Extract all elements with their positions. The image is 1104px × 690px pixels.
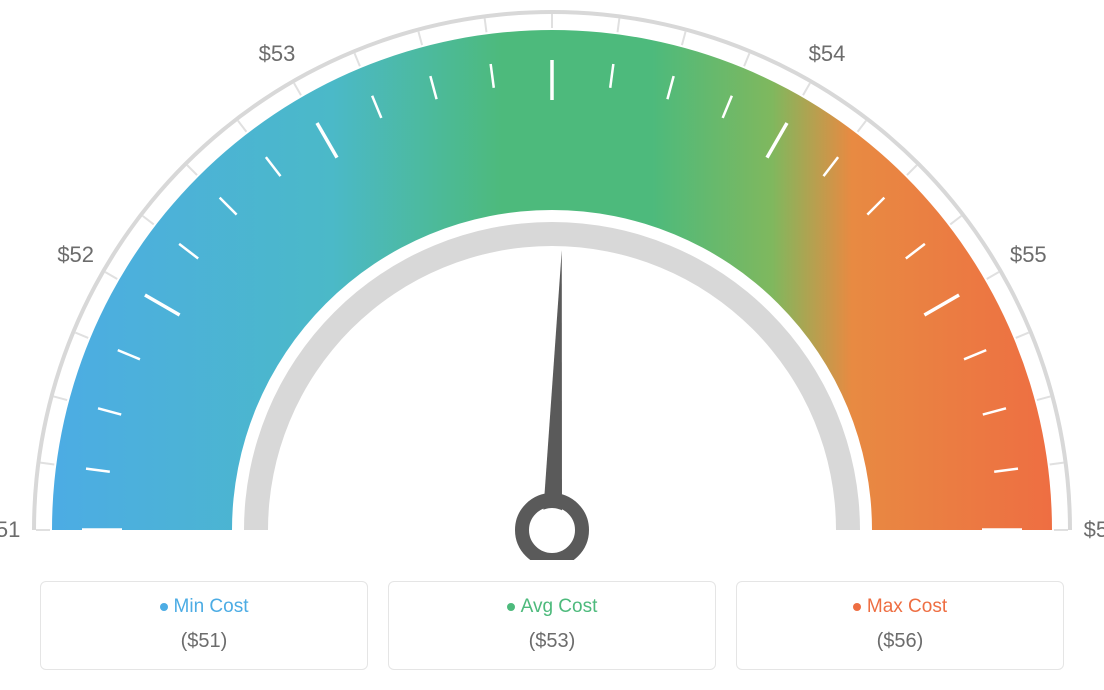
legend-avg-value: ($53) bbox=[399, 630, 705, 653]
legend-max-text: Max Cost bbox=[867, 596, 947, 618]
legend-min-value: ($51) bbox=[51, 630, 357, 653]
gauge-chart: $51$52$53$53$54$55$56 bbox=[0, 0, 1104, 560]
legend-avg-text: Avg Cost bbox=[521, 596, 598, 618]
legend-min: Min Cost ($51) bbox=[40, 581, 368, 670]
legend-max: Max Cost ($56) bbox=[736, 581, 1064, 670]
legend-avg-label: Avg Cost bbox=[399, 596, 705, 618]
gauge-tick-label: $52 bbox=[57, 242, 94, 268]
legend-min-text: Min Cost bbox=[174, 596, 249, 618]
legend-row: Min Cost ($51) Avg Cost ($53) Max Cost (… bbox=[40, 581, 1064, 670]
gauge-tick-label: $51 bbox=[0, 517, 20, 543]
dot-icon bbox=[853, 603, 861, 611]
gauge-tick-label: $56 bbox=[1084, 517, 1104, 543]
legend-max-label: Max Cost bbox=[747, 596, 1053, 618]
dot-icon bbox=[160, 603, 168, 611]
legend-max-value: ($56) bbox=[747, 630, 1053, 653]
legend-min-label: Min Cost bbox=[51, 596, 357, 618]
gauge-tick-label: $55 bbox=[1010, 242, 1047, 268]
dot-icon bbox=[507, 603, 515, 611]
gauge-svg bbox=[0, 0, 1104, 560]
gauge-tick-label: $53 bbox=[259, 41, 296, 67]
legend-avg: Avg Cost ($53) bbox=[388, 581, 716, 670]
gauge-tick-label: $54 bbox=[809, 41, 846, 67]
